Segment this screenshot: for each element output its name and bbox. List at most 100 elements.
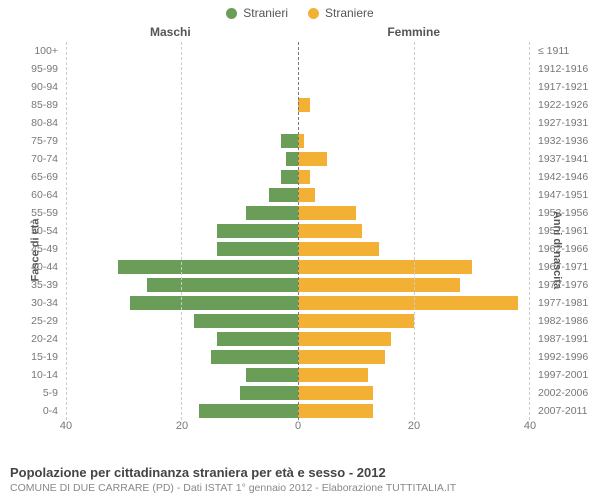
age-label: 90-94: [0, 78, 62, 96]
bar-female: [298, 260, 472, 274]
bar-male: [217, 242, 298, 256]
bar-male: [130, 296, 298, 310]
grid-line: [181, 42, 182, 420]
age-label: 0-4: [0, 402, 62, 420]
bar-male: [118, 260, 298, 274]
bar-row: [66, 42, 298, 60]
age-label: 85-89: [0, 96, 62, 114]
bar-row: [66, 384, 298, 402]
bar-male: [246, 368, 298, 382]
bar-row: [66, 186, 298, 204]
age-label: 10-14: [0, 366, 62, 384]
legend-item-male: Stranieri: [226, 6, 288, 20]
bar-row: [66, 240, 298, 258]
bar-male: [286, 152, 298, 166]
age-label: 45-49: [0, 240, 62, 258]
grid-line: [414, 42, 415, 420]
age-label: 75-79: [0, 132, 62, 150]
bar-row: [66, 330, 298, 348]
plot-area: [66, 42, 530, 420]
bar-female: [298, 206, 356, 220]
bar-row: [66, 276, 298, 294]
bar-row: [66, 96, 298, 114]
legend-swatch-male: [226, 8, 237, 19]
legend-item-female: Straniere: [308, 6, 374, 20]
chart-footer: Popolazione per cittadinanza straniera p…: [10, 465, 590, 494]
bar-male: [217, 332, 298, 346]
birth-label: 1972-1976: [534, 276, 600, 294]
legend: Stranieri Straniere: [0, 0, 600, 22]
birth-label: 1922-1926: [534, 96, 600, 114]
age-label: 15-19: [0, 348, 62, 366]
bar-male: [194, 314, 298, 328]
bar-male: [217, 224, 298, 238]
bar-row: [66, 150, 298, 168]
bar-female: [298, 224, 362, 238]
birth-label: ≤ 1911: [534, 42, 600, 60]
age-label: 40-44: [0, 258, 62, 276]
bar-female: [298, 332, 391, 346]
plot-half-female: [298, 42, 530, 420]
bar-row: [66, 78, 298, 96]
birth-label: 1937-1941: [534, 150, 600, 168]
bar-female: [298, 386, 373, 400]
birth-label: 1927-1931: [534, 114, 600, 132]
bar-female: [298, 188, 315, 202]
age-label: 95-99: [0, 60, 62, 78]
birth-label: 1982-1986: [534, 312, 600, 330]
age-label: 35-39: [0, 276, 62, 294]
x-tick: 0: [295, 420, 301, 432]
bar-row: [66, 168, 298, 186]
x-axis: 402002040: [66, 420, 530, 440]
bar-male: [240, 386, 298, 400]
y-labels-birth: ≤ 19111912-19161917-19211922-19261927-19…: [534, 42, 600, 420]
birth-label: 1932-1936: [534, 132, 600, 150]
age-label: 55-59: [0, 204, 62, 222]
bar-male: [281, 170, 298, 184]
age-label: 25-29: [0, 312, 62, 330]
x-tick: 40: [60, 420, 72, 432]
bar-male: [147, 278, 298, 292]
age-label: 5-9: [0, 384, 62, 402]
bar-row: [66, 114, 298, 132]
x-tick: 20: [408, 420, 420, 432]
column-header-right: Femmine: [387, 25, 440, 39]
bar-row: [66, 258, 298, 276]
bar-female: [298, 368, 368, 382]
bar-male: [211, 350, 298, 364]
bar-row: [66, 294, 298, 312]
bar-row: [66, 132, 298, 150]
birth-label: 2002-2006: [534, 384, 600, 402]
pyramid-chart: Stranieri Straniere Maschi Femmine Fasce…: [0, 0, 600, 500]
birth-label: 1917-1921: [534, 78, 600, 96]
bar-male: [281, 134, 298, 148]
birth-label: 1987-1991: [534, 330, 600, 348]
bar-female: [298, 152, 327, 166]
age-label: 70-74: [0, 150, 62, 168]
chart-subtitle: COMUNE DI DUE CARRARE (PD) - Dati ISTAT …: [10, 482, 590, 494]
birth-label: 1997-2001: [534, 366, 600, 384]
bar-male: [246, 206, 298, 220]
bar-female: [298, 314, 414, 328]
birth-label: 1962-1966: [534, 240, 600, 258]
birth-label: 1952-1956: [534, 204, 600, 222]
bar-male: [199, 404, 298, 418]
grid-line: [66, 42, 67, 420]
age-label: 65-69: [0, 168, 62, 186]
bar-female: [298, 350, 385, 364]
grid-line: [529, 42, 530, 420]
chart-title: Popolazione per cittadinanza straniera p…: [10, 465, 590, 480]
bar-female: [298, 242, 379, 256]
x-tick: 40: [524, 420, 536, 432]
birth-label: 1912-1916: [534, 60, 600, 78]
bar-row: [66, 222, 298, 240]
bar-female: [298, 404, 373, 418]
bar-row: [66, 312, 298, 330]
birth-label: 2007-2011: [534, 402, 600, 420]
birth-label: 1992-1996: [534, 348, 600, 366]
bar-row: [66, 60, 298, 78]
legend-label-female: Straniere: [325, 6, 374, 20]
legend-label-male: Stranieri: [243, 6, 288, 20]
age-label: 60-64: [0, 186, 62, 204]
age-label: 100+: [0, 42, 62, 60]
